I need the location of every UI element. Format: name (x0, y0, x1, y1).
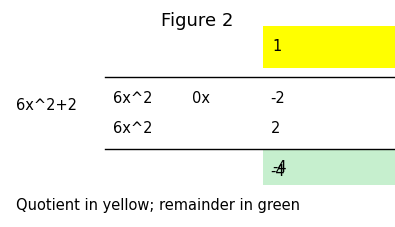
Text: 1: 1 (273, 39, 282, 54)
Text: Quotient in yellow; remainder in green: Quotient in yellow; remainder in green (16, 198, 300, 213)
Text: 0x: 0x (192, 91, 210, 106)
Bar (263, 26, 395, 68)
Text: 6x^2: 6x^2 (113, 121, 152, 136)
Text: -2: -2 (271, 91, 285, 106)
Text: -4: -4 (271, 164, 285, 179)
Text: -4: -4 (273, 160, 287, 175)
Bar (263, 150, 395, 185)
Text: 6x^2: 6x^2 (113, 91, 152, 106)
Text: 6x^2+2: 6x^2+2 (16, 98, 77, 113)
Text: 2: 2 (271, 121, 280, 136)
Text: Figure 2: Figure 2 (161, 12, 234, 30)
